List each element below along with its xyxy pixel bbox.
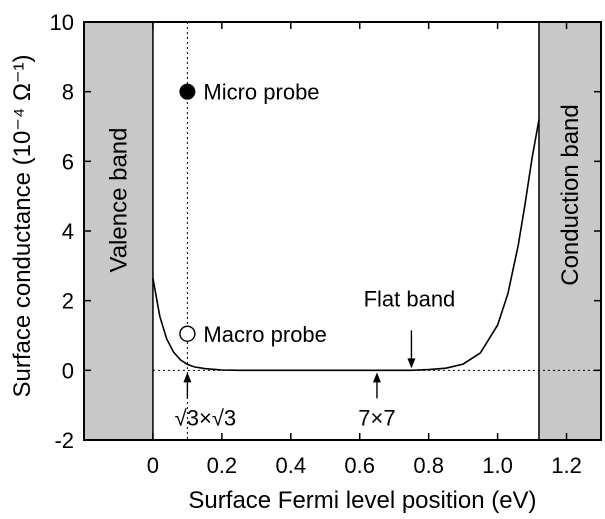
y-tick-label: 6 xyxy=(62,149,74,174)
x-axis-title: Surface Fermi level position (eV) xyxy=(188,487,536,514)
y-tick-label: -2 xyxy=(54,428,74,453)
y-tick-label: 10 xyxy=(50,10,74,35)
y-tick-label: 8 xyxy=(62,80,74,105)
y-tick-label: 4 xyxy=(62,219,74,244)
x-tick-label: 1.2 xyxy=(551,453,582,478)
markers-layer xyxy=(179,83,196,342)
seven-by-seven-label: 7×7 xyxy=(358,405,395,430)
legend-macro-probe-label: Macro probe xyxy=(203,322,327,347)
x-tick-label: 0.8 xyxy=(413,453,444,478)
y-axis-title: Surface conductance (10⁻⁴ Ω⁻¹) xyxy=(9,54,36,397)
macro-probe-point xyxy=(179,325,196,342)
shaded-regions xyxy=(83,21,602,441)
x-tick-label: 0.2 xyxy=(207,453,238,478)
y-tick-label: 0 xyxy=(62,358,74,383)
ticks: 0 0.2 0.4 0.6 0.8 1.0 1.2 -2 0 2 4 6 8 10 xyxy=(50,10,601,478)
sqrt3-arrow xyxy=(183,372,192,399)
flat-band-label: Flat band xyxy=(364,286,456,311)
sqrt3-label: √3×√3 xyxy=(175,405,236,430)
seven-by-seven-arrow xyxy=(372,372,381,399)
sqrt3-arrow-head xyxy=(183,372,192,383)
band-label-conduction: Conduction band xyxy=(557,104,584,285)
micro-probe-point xyxy=(179,83,196,100)
flat-band-arrow-head xyxy=(407,358,416,369)
band-label-valence: Valence band xyxy=(105,127,132,272)
flat-band-arrow xyxy=(407,330,416,369)
x-tick-label: 0.4 xyxy=(276,453,307,478)
seven-by-seven-arrow-head xyxy=(372,372,381,383)
curve-layer xyxy=(152,119,540,372)
x-tick-label: 0.6 xyxy=(344,453,375,478)
annotation-arrows xyxy=(183,330,416,399)
plot-frame xyxy=(83,21,602,441)
x-tick-label: 1.0 xyxy=(482,453,513,478)
conductance-curve xyxy=(152,119,540,372)
y-tick-label: 2 xyxy=(62,289,74,314)
legend-micro-probe-label: Micro probe xyxy=(203,80,319,105)
shaded-region-valence xyxy=(83,21,154,441)
x-tick-label: 0 xyxy=(147,453,159,478)
